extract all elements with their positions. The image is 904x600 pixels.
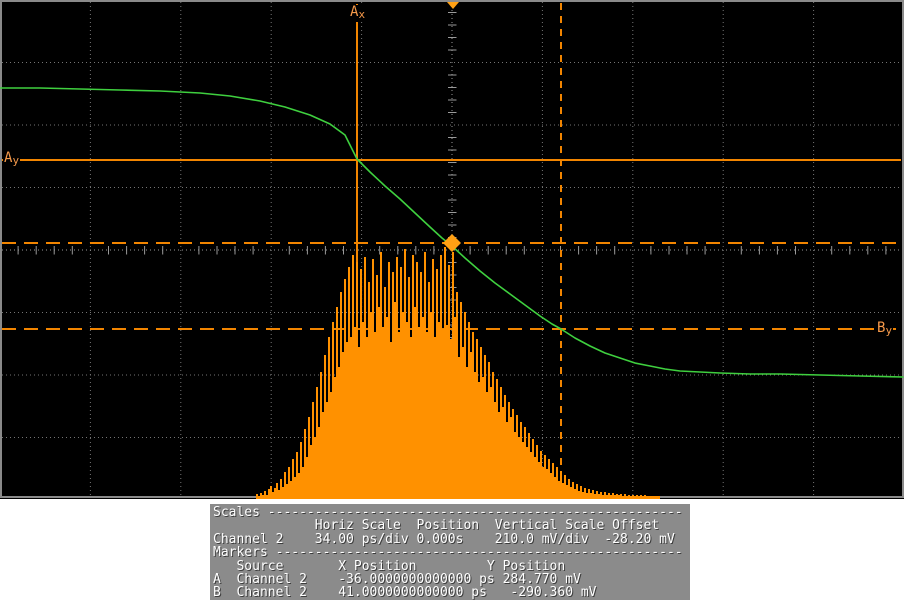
marker-by-label-main: B — [877, 320, 886, 336]
panel-marker-row-b: B Channel 2 41.0000000000000 ps -290.360… — [213, 585, 597, 600]
measurement-diamond-marker[interactable] — [443, 234, 461, 252]
scope-plot — [0, 0, 904, 499]
panel-markers-headers: Source X Position Y Position — [213, 558, 566, 574]
marker-ay-label-main: A — [4, 150, 13, 166]
panel-scales-row-channel2: Channel 2 34.00 ps/div 0.000s 210.0 mV/d… — [213, 531, 675, 547]
marker-ay-label-sub: y — [12, 154, 20, 167]
marker-by-label[interactable]: By — [876, 320, 894, 338]
marker-ay-label[interactable]: Ay — [3, 150, 21, 168]
panel-marker-row-a: A Channel 2 -36.0000000000000 ps 284.770… — [213, 571, 581, 587]
horizontal-reference-triangle-icon[interactable] — [447, 2, 459, 9]
scope-graticule: Ax Ay By — [0, 0, 904, 499]
panel-scales-rule: Scales ---------------------------------… — [213, 505, 683, 520]
marker-ax-label[interactable]: Ax — [349, 4, 367, 22]
info-panel: Scales ---------------------------------… — [210, 504, 690, 600]
marker-by-label-sub: y — [885, 324, 893, 337]
marker-ax-label-sub: x — [358, 8, 366, 21]
panel-markers-rule: Markers --------------------------------… — [213, 545, 683, 561]
jitter-histogram — [256, 247, 660, 499]
marker-ax-label-main: A — [350, 4, 359, 20]
panel-scales-headers: Horiz Scale Position Vertical Scale Offs… — [213, 518, 660, 534]
channel2-waveform-trace — [0, 87, 904, 378]
